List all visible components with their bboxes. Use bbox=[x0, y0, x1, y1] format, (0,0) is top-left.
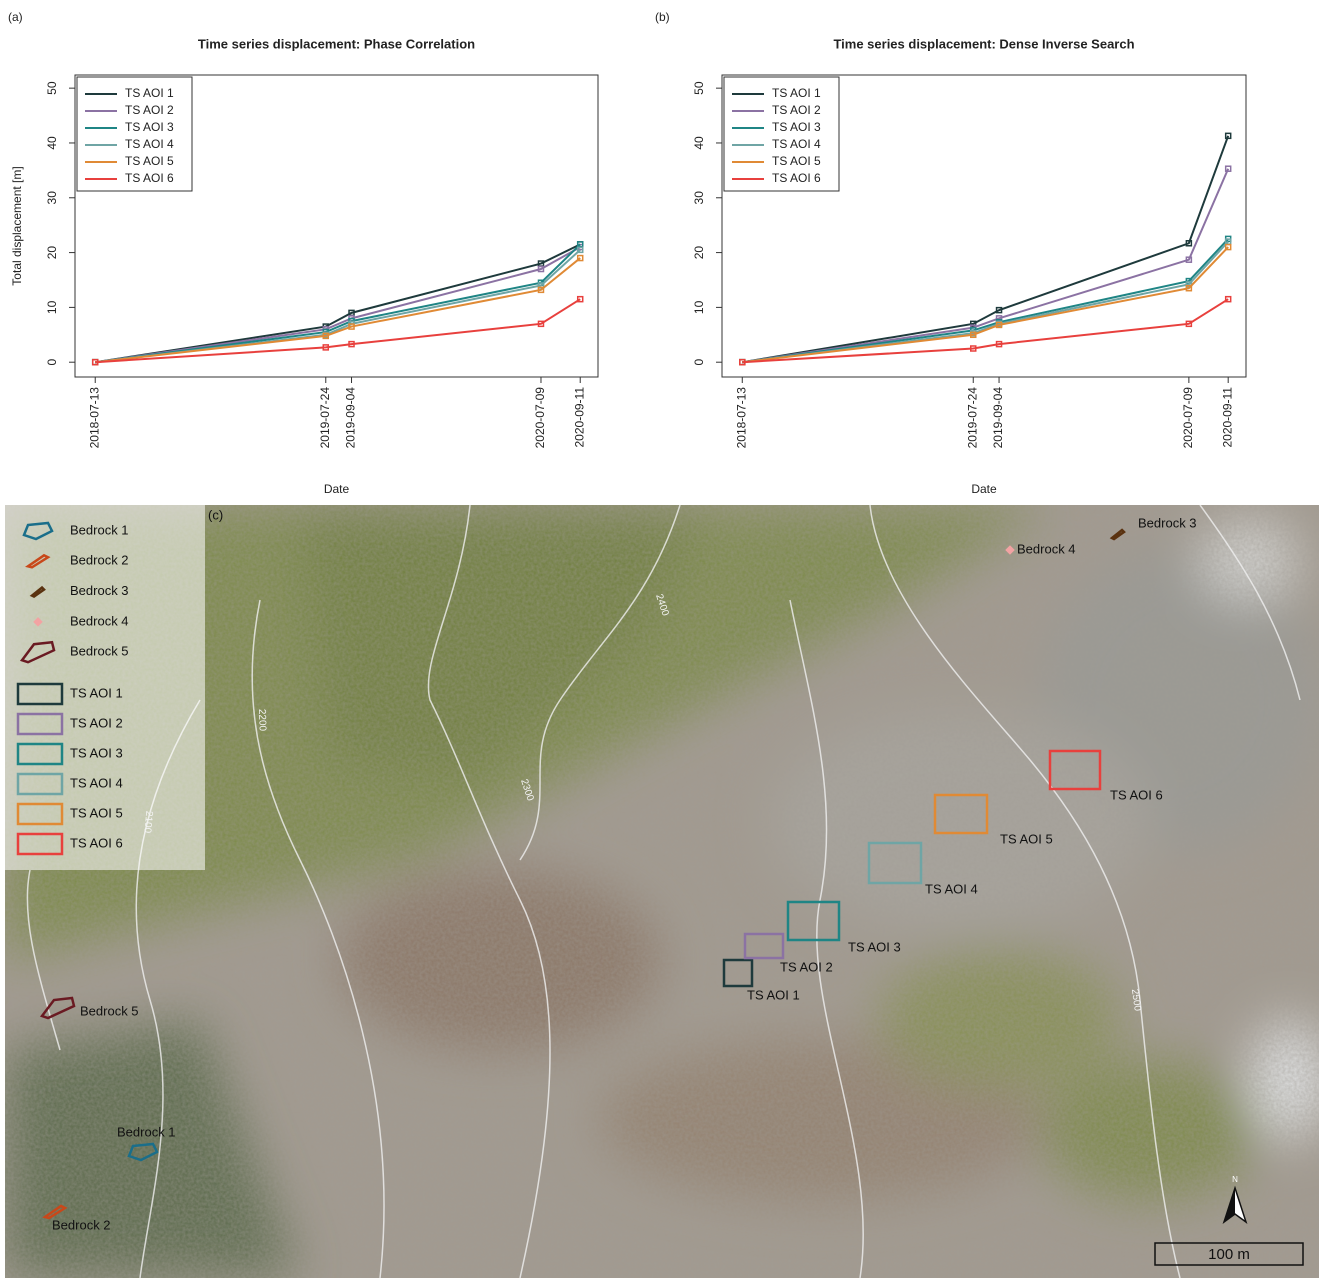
x-tick-label: 2018-07-13 bbox=[734, 387, 748, 449]
legend-label: TS AOI 5 bbox=[70, 805, 123, 820]
legend-label: TS AOI 1 bbox=[70, 685, 123, 700]
legend-label: TS AOI 6 bbox=[772, 171, 821, 185]
y-axis-label: Total displacement [m] bbox=[10, 166, 24, 285]
y-tick-label: 50 bbox=[45, 81, 59, 95]
legend-label: TS AOI 3 bbox=[70, 745, 123, 760]
series-line bbox=[742, 242, 1228, 363]
y-tick-label: 40 bbox=[692, 136, 706, 150]
chart-title: Time series displacement: Dense Inverse … bbox=[833, 36, 1134, 51]
x-tick-label: 2019-09-04 bbox=[344, 387, 358, 449]
x-tick-label: 2019-07-24 bbox=[318, 387, 332, 449]
y-tick-label: 50 bbox=[692, 81, 706, 95]
panel-label: (b) bbox=[655, 10, 670, 24]
x-axis-label: Date bbox=[324, 482, 350, 496]
y-tick-label: 30 bbox=[45, 191, 59, 205]
map-label: TS AOI 5 bbox=[1000, 831, 1053, 846]
y-tick-label: 10 bbox=[692, 300, 706, 314]
legend-label: Bedrock 4 bbox=[70, 613, 129, 628]
x-tick-label: 2020-07-09 bbox=[1181, 387, 1195, 449]
map-label: Bedrock 2 bbox=[52, 1217, 111, 1232]
legend-label: Bedrock 2 bbox=[70, 553, 129, 568]
y-tick-label: 0 bbox=[692, 359, 706, 366]
x-tick-label: 2020-09-11 bbox=[1220, 387, 1234, 448]
y-tick-label: 20 bbox=[45, 246, 59, 260]
map-label: TS AOI 3 bbox=[848, 939, 901, 954]
bedrock-outline bbox=[1007, 547, 1013, 553]
legend-label: TS AOI 5 bbox=[125, 154, 174, 168]
legend-label: TS AOI 3 bbox=[125, 120, 174, 134]
series-line bbox=[95, 244, 580, 362]
map-label: Bedrock 4 bbox=[1017, 541, 1076, 556]
y-tick-label: 0 bbox=[45, 359, 59, 366]
legend-label: TS AOI 3 bbox=[772, 120, 821, 134]
legend-label: TS AOI 4 bbox=[772, 137, 821, 151]
y-tick-label: 20 bbox=[692, 246, 706, 260]
map: (c) Bedrock 1 Bedrock 2 Bedrock 3 Bedrock 4 B… bbox=[5, 505, 1319, 1278]
series-line bbox=[95, 244, 580, 362]
legend-label: TS AOI 1 bbox=[125, 86, 174, 100]
legend-label: TS AOI 5 bbox=[772, 154, 821, 168]
legend-label: TS AOI 1 bbox=[772, 86, 821, 100]
chart-title: Time series displacement: Phase Correlat… bbox=[198, 36, 475, 51]
legend-symbol bbox=[35, 619, 41, 625]
series-line bbox=[742, 169, 1228, 362]
x-tick-label: 2019-09-04 bbox=[991, 387, 1005, 449]
figure: (c) Bedrock 1 Bedrock 2 Bedrock 3 Bedrock 4 B… bbox=[0, 0, 1319, 1278]
series-line bbox=[742, 239, 1228, 362]
x-tick-label: 2018-07-13 bbox=[87, 387, 101, 449]
legend-label: Bedrock 1 bbox=[70, 522, 129, 537]
map-label: TS AOI 6 bbox=[1110, 787, 1163, 802]
legend-label: TS AOI 4 bbox=[70, 775, 123, 790]
legend-label: TS AOI 2 bbox=[70, 715, 123, 730]
map-label: Bedrock 3 bbox=[1138, 515, 1197, 530]
legend-label: Bedrock 5 bbox=[70, 644, 129, 659]
panel-label: (c) bbox=[208, 507, 223, 522]
map-label: Bedrock 5 bbox=[80, 1003, 139, 1018]
x-tick-label: 2019-07-24 bbox=[965, 387, 979, 449]
x-axis-label: Date bbox=[971, 482, 997, 496]
contour-label: 2100 bbox=[141, 810, 154, 834]
legend-label: TS AOI 2 bbox=[772, 103, 821, 117]
map-label: Bedrock 1 bbox=[117, 1124, 176, 1139]
series-line bbox=[742, 247, 1228, 362]
contour-label: 2200 bbox=[256, 709, 268, 732]
legend-label: TS AOI 4 bbox=[125, 137, 174, 151]
legend-label: TS AOI 6 bbox=[70, 835, 123, 850]
map-label: TS AOI 1 bbox=[747, 987, 800, 1002]
map-label: TS AOI 4 bbox=[925, 881, 978, 896]
map-label: TS AOI 2 bbox=[780, 959, 833, 974]
x-tick-label: 2020-07-09 bbox=[533, 387, 547, 449]
legend-label: TS AOI 2 bbox=[125, 103, 174, 117]
legend-label: TS AOI 6 bbox=[125, 171, 174, 185]
panel-label: (a) bbox=[8, 10, 23, 24]
y-tick-label: 10 bbox=[45, 300, 59, 314]
y-tick-label: 40 bbox=[45, 136, 59, 150]
x-tick-label: 2020-09-11 bbox=[572, 387, 586, 448]
y-tick-label: 30 bbox=[692, 191, 706, 205]
north-label: N bbox=[1232, 1175, 1238, 1184]
legend-label: Bedrock 3 bbox=[70, 583, 129, 598]
scale-label: 100 m bbox=[1208, 1246, 1250, 1263]
